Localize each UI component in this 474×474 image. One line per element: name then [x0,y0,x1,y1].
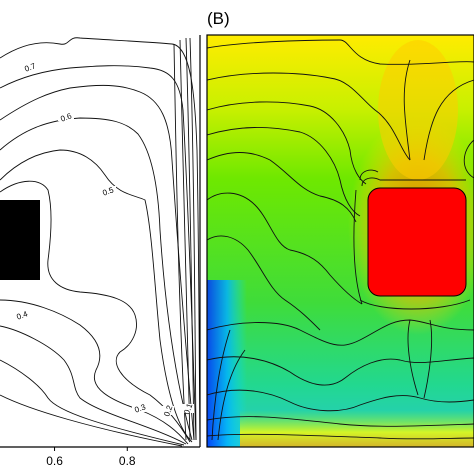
contour-line [361,177,466,187]
contour-line [207,356,474,386]
panel-a-heated-block [0,200,40,280]
contour-line [0,149,193,443]
contour-label: 0.1 [182,402,194,416]
panel-a-contour-labels: 0.7 0.6 0.5 0.4 0.3 0.2 0.1 [14,61,195,418]
contour-line [403,59,411,161]
contour-label: 0.4 [15,309,29,321]
panel-a-contour-plot: 0.7 0.6 0.5 0.4 0.3 0.2 0.1 [0,35,200,447]
contour-line [207,72,411,161]
contour-line [189,37,197,441]
panel-b-frame [206,34,474,448]
contour-line [207,433,474,440]
contour-line [359,169,379,181]
panel-b-bottom-warm-band [240,410,474,447]
contour-line [207,101,367,185]
contour-label: 0.7 [23,61,37,73]
contour-label: 0.5 [101,185,115,197]
contour-label: 0.6 [59,111,73,123]
contour-line [207,192,363,305]
contour-line [463,139,474,179]
contour-line [359,299,471,310]
panel-b-warm-plume [378,40,458,180]
contour-line [185,37,195,441]
contour-line [0,394,183,447]
contour-line [207,319,474,346]
panel-b-contour-lines [207,39,474,441]
contour-line [423,319,433,399]
contour-line [207,235,321,331]
x-tick-label: 0.8 [119,454,136,468]
contour-line [179,39,191,441]
contour-line [0,359,185,446]
contour-line [0,37,200,441]
panel-b-label: (B) [207,9,230,28]
contour-line [207,127,361,217]
contour-line [407,319,419,396]
contour-line [207,389,474,412]
contour-line [207,416,474,427]
contour-line [0,299,189,445]
contour-label: 0.2 [162,404,174,418]
contour-line [0,180,191,443]
panel-b-heated-block [367,187,467,297]
contour-line [207,152,357,223]
panel-a-x-ticks: 0.6 0.8 [46,447,136,468]
contour-line [0,65,197,441]
panel-b-heatmap [207,35,474,447]
contour-line [211,329,231,441]
contour-label: 0.3 [133,402,147,414]
contour-line [207,39,474,65]
contour-line [0,84,195,441]
panel-a-axes: 0.6 0.8 [0,35,201,468]
contour-line [217,349,246,441]
contour-line [423,79,474,161]
contour-line [353,189,363,305]
x-tick-label: 0.6 [46,454,63,468]
contour-line [0,325,187,445]
panel-a-contour-lines [0,37,200,447]
contour-line [173,43,187,441]
